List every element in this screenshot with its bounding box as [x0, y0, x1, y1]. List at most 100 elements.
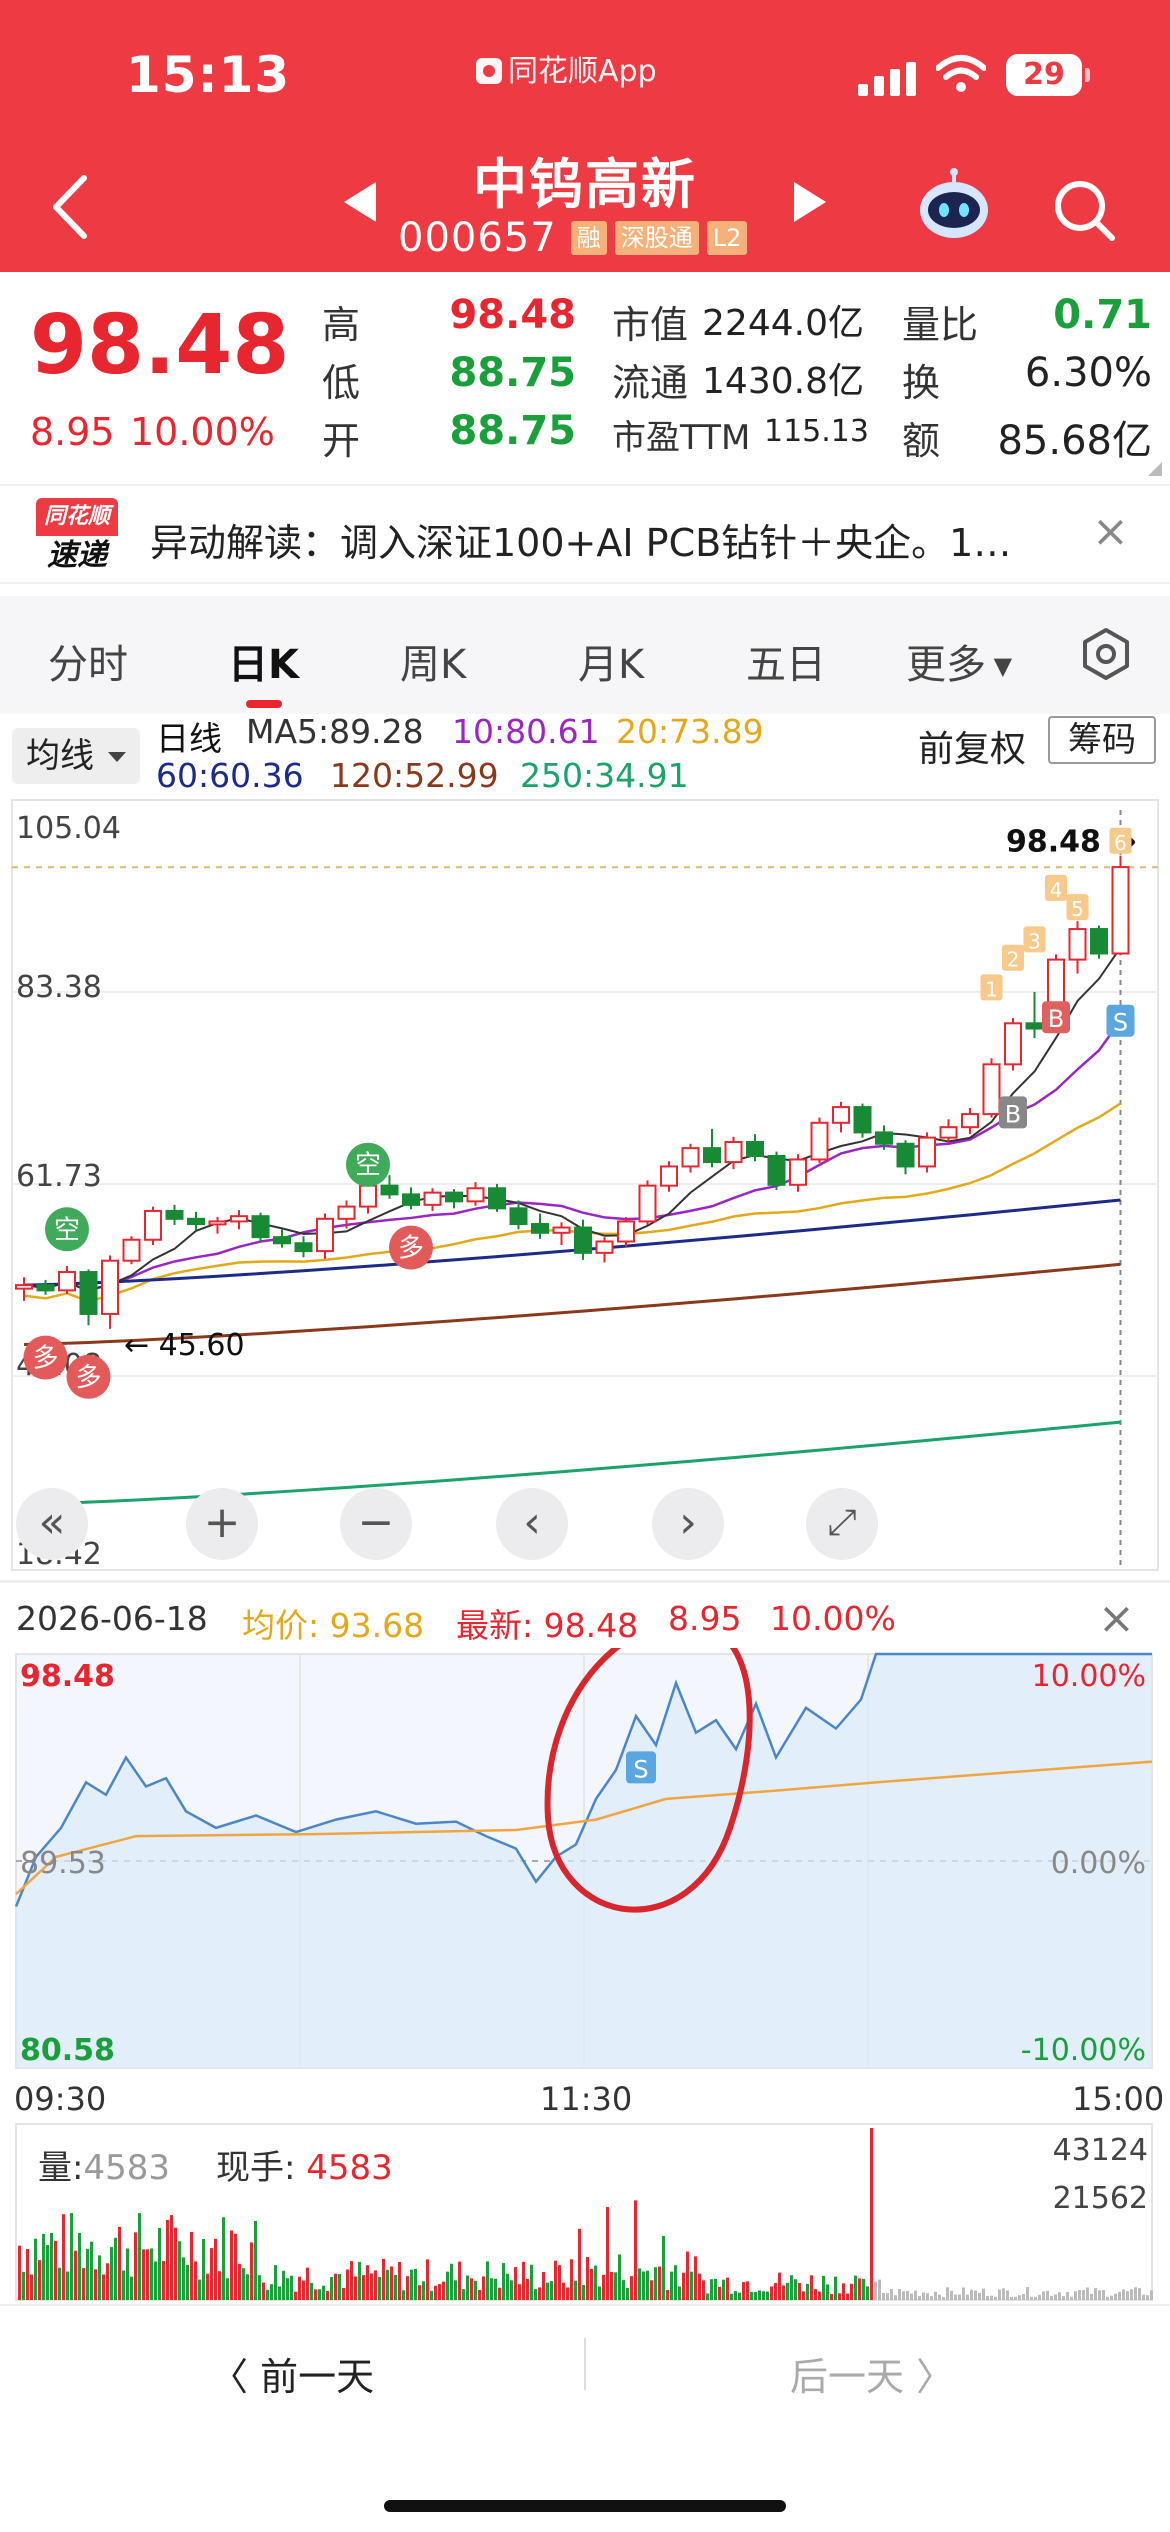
count-marker-text: 5: [1071, 897, 1084, 921]
volume-bar: [618, 2254, 621, 2300]
volume-bar: [442, 2281, 445, 2300]
volume-bar: [230, 2230, 233, 2300]
volume-bar: [534, 2289, 537, 2300]
price-change: 8.95: [30, 410, 115, 454]
tab-five-day[interactable]: 五日: [746, 642, 826, 688]
volume-bar: [454, 2280, 457, 2300]
settings-hexagon-icon[interactable]: [1078, 626, 1134, 682]
rewind-icon[interactable]: «: [16, 1488, 88, 1560]
fullscreen-icon[interactable]: ⤢: [806, 1488, 878, 1560]
candle-body: [552, 1226, 571, 1234]
volume-bar: [1062, 2296, 1065, 2300]
prev-stock-icon[interactable]: [340, 180, 380, 224]
tab-intraday[interactable]: 分时: [48, 642, 128, 688]
volume-bar: [294, 2291, 297, 2300]
kline-candle: [58, 1265, 76, 1294]
volume-bar: [446, 2271, 449, 2300]
sell-annotation: S: [626, 1751, 656, 1784]
volume-bar: [1138, 2288, 1141, 2300]
search-icon[interactable]: [1052, 178, 1116, 242]
scroll-right-icon[interactable]: ›: [652, 1488, 724, 1560]
close-intraday-icon[interactable]: ×: [1098, 1593, 1135, 1644]
volume-bar: [1050, 2295, 1053, 2300]
kline-candle: [746, 1134, 764, 1162]
count-marker: 5: [1066, 894, 1089, 921]
volume-bar: [582, 2285, 585, 2300]
volume-bar: [722, 2279, 725, 2300]
kline-candle: [122, 1236, 141, 1265]
close-icon[interactable]: ×: [1092, 506, 1129, 557]
intraday-chart[interactable]: S 98.48 89.53 80.58 10.00% 0.00% -10.00%: [0, 1648, 1170, 2082]
value-float-cap: 1430.8亿: [702, 361, 864, 402]
candle-body: [789, 1158, 807, 1186]
ma20-line: [23, 1102, 1122, 1303]
tab-monthly-k[interactable]: 月K: [578, 642, 645, 688]
next-day-button[interactable]: 后一天 〉: [790, 2346, 954, 2401]
app-logo-icon: [476, 58, 502, 84]
volume-bar: [322, 2285, 325, 2300]
expand-corner-icon[interactable]: [1148, 462, 1162, 476]
candle-body: [595, 1240, 614, 1254]
sell-marker-bg: [1106, 1004, 1135, 1037]
volume-bar: [474, 2280, 477, 2300]
candle-body: [251, 1215, 270, 1239]
volume-bar: [630, 2276, 633, 2300]
kline-candle: [961, 1107, 979, 1135]
volume-bar: [210, 2248, 213, 2300]
kline-candle: [638, 1180, 657, 1225]
kline-candle: [853, 1103, 872, 1138]
tab-daily-k[interactable]: 日K: [228, 642, 299, 688]
long-marker-text: 多: [398, 1234, 424, 1264]
volume-bar: [1078, 2289, 1081, 2300]
candle-body: [832, 1106, 850, 1124]
back-icon[interactable]: [46, 172, 96, 242]
indicator-selector[interactable]: 均线: [12, 728, 140, 784]
volume-bar: [910, 2293, 913, 2300]
volume-bar: [930, 2296, 933, 2300]
volume-bar: [102, 2274, 105, 2300]
volume-bar: [790, 2275, 793, 2300]
volume-bar: [738, 2292, 741, 2300]
y-right-label: -10.00%: [1021, 2033, 1146, 2068]
empty-marker-bg: [45, 1207, 89, 1252]
status-time: 15:13: [126, 46, 291, 104]
volume-bar: [818, 2291, 821, 2300]
kline-candle: [144, 1206, 162, 1245]
tab-more[interactable]: 更多 ▼: [906, 632, 1012, 690]
volume-bar: [854, 2275, 857, 2300]
kline-candle: [939, 1119, 958, 1143]
candle-body: [101, 1259, 119, 1315]
next-stock-icon[interactable]: [790, 180, 830, 224]
prev-day-button[interactable]: 〈 前一天: [210, 2346, 374, 2401]
chips-button[interactable]: 筹码: [1048, 716, 1156, 764]
volume-bar: [590, 2268, 593, 2300]
intraday-axis-labels: 98.48 89.53 80.58 10.00% 0.00% -10.00%: [20, 1659, 1146, 2068]
volume-bar: [858, 2278, 861, 2300]
assistant-robot-icon[interactable]: [916, 168, 992, 244]
volume-bar: [418, 2285, 421, 2300]
volume-bar: [434, 2285, 437, 2300]
kline-candle: [337, 1200, 356, 1229]
zoom-out-icon[interactable]: −: [340, 1488, 412, 1560]
candle-body: [230, 1215, 248, 1223]
zoom-in-icon[interactable]: +: [186, 1488, 258, 1560]
volume-bar: [94, 2269, 97, 2300]
empty-marker: 空: [45, 1207, 89, 1252]
volume-bar: [234, 2233, 237, 2300]
adjust-mode[interactable]: 前复权: [918, 729, 1027, 770]
volume-bar: [98, 2255, 101, 2300]
volume-bar: [934, 2291, 937, 2300]
volume-bar: [958, 2294, 961, 2300]
volume-bar: [1130, 2289, 1133, 2300]
volume-bar: [350, 2261, 353, 2300]
volume-bar: [114, 2237, 117, 2300]
news-text[interactable]: 异动解读：调入深证100+AI PCB钻针＋央企。1…: [150, 521, 1012, 565]
value-market-cap: 2244.0亿: [702, 303, 864, 344]
tab-weekly-k[interactable]: 周K: [400, 642, 467, 688]
volume-bar: [678, 2286, 681, 2300]
news-banner[interactable]: 同花顺 速递 异动解读：调入深证100+AI PCB钻针＋央企。1… ×: [0, 484, 1170, 584]
scroll-left-icon[interactable]: ‹: [496, 1488, 568, 1560]
volume-bar: [330, 2277, 333, 2300]
